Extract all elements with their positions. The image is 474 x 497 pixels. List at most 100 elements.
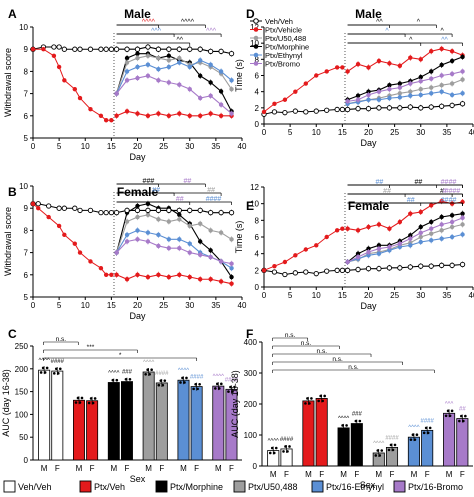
pre-treated-point [324,234,329,240]
point-bromo [460,69,465,74]
x-category-label: F [354,470,359,479]
legend-label: Ptx/U50,488 [248,482,298,492]
series-line-vehicle [116,274,232,285]
point-vehveh [218,48,224,55]
data-dot [144,372,147,376]
point-morphine [177,212,182,218]
point-vehicle [345,69,350,74]
legend-label: Ptx/Morphine [265,43,309,52]
data-dot [159,379,163,382]
point-u50 [449,81,455,86]
point-ethynyl [460,91,465,96]
pre-vehveh-point [98,46,104,52]
comparison-label: n.s. [285,332,296,339]
point-ethynyl [145,62,151,67]
point-morphine [376,243,382,248]
panel-letter: D [246,7,255,21]
x-category-label: F [229,464,234,473]
point-vehveh [428,263,434,269]
point-vehveh [386,265,393,271]
y-axis-title: AUC (day 16-38) [1,369,11,437]
pre-treated-point [334,65,340,70]
point-vehveh [228,209,235,216]
data-dot [109,383,113,387]
x-category-label: M [145,464,152,473]
y-tick-label: 150 [15,388,29,397]
point-vehveh [365,105,372,112]
bar-sig-label: ^^^^ [373,441,384,447]
x-tick-label: 25 [390,128,399,137]
point-vehveh [134,207,141,214]
panel-letter: E [246,199,254,213]
x-axis-title: Sex [130,474,146,484]
point-morphine [418,74,423,80]
bar-sig-label: ^^^^ [39,358,50,364]
bar-sig-label: ^^^^ [178,368,189,374]
bar-sig-label: ^^^^ [268,439,279,445]
bar-vehicle-f [315,398,328,467]
panel-e: 0 5 10 15 20 25 30 35 40 0 2 4 6 8 10 12 Day Time (s)E Fem… [234,179,474,311]
point-vehveh [344,267,351,273]
x-category-label: M [411,470,418,479]
point-ethynyl [366,97,371,102]
x-tick-label: 10 [81,301,90,310]
y-tick-label: 6 [24,271,29,280]
sig-annotation: ## [376,179,384,186]
data-dot [76,396,80,400]
pre-treated-point [72,241,78,246]
panel-letter: C [8,327,17,341]
point-bromo [355,254,361,260]
bar-morphine-m [107,382,120,461]
x-tick-label: 15 [107,142,116,151]
point-morphine [366,246,371,251]
point-ethynyl [429,238,434,243]
pre-vehveh-point [271,109,278,115]
data-dot [389,443,393,447]
point-bromo [166,245,172,251]
pre-treated-point [41,47,46,52]
point-bromo [156,78,161,83]
pre-treated-point [51,53,57,59]
data-dot [214,387,217,390]
bar-u50-m [142,371,155,461]
data-dot [446,409,450,413]
x-tick-label: 30 [416,128,425,137]
point-ethynyl [135,228,140,233]
point-vehicle [156,272,161,277]
point-bromo [135,75,140,81]
sig-annotation: ^^^ [151,28,162,35]
sig-annotation: ^ [417,19,421,26]
pre-treated-point [46,214,51,220]
point-morphine [439,62,444,68]
pre-treated-point [56,64,62,70]
point-vehveh [124,207,130,214]
point-ethynyl [408,93,413,98]
sig-annotation: ### [143,178,155,185]
pre-vehveh-point [303,269,309,275]
point-bromo [229,261,234,266]
x-category-label: F [55,464,60,473]
bar-sig-label: #### [190,375,204,381]
data-dot [374,454,378,457]
x-axis-title: Day [360,138,377,148]
comparison-label: n.s. [317,348,328,355]
point-ethynyl [418,239,423,245]
y-tick-label: 12 [250,183,259,192]
sig-annotation: ^ [409,37,413,44]
pre-treated-point [261,268,267,273]
point-vehicle [397,219,403,225]
point-bromo [449,219,455,225]
legend-label: Ptx/16-Ethynyl [326,482,384,492]
sig-annotation: # [443,188,447,195]
y-tick-label: 400 [244,338,258,347]
point-vehicle [124,277,130,282]
y-tick-label: 2 [255,104,260,113]
point-vehicle [355,61,361,67]
point-bromo [208,93,213,99]
point-bromo [355,97,361,102]
point-bromo [218,259,224,264]
data-dot [310,397,313,400]
y-tick-label: 5 [24,293,29,302]
point-morphine [355,93,361,98]
